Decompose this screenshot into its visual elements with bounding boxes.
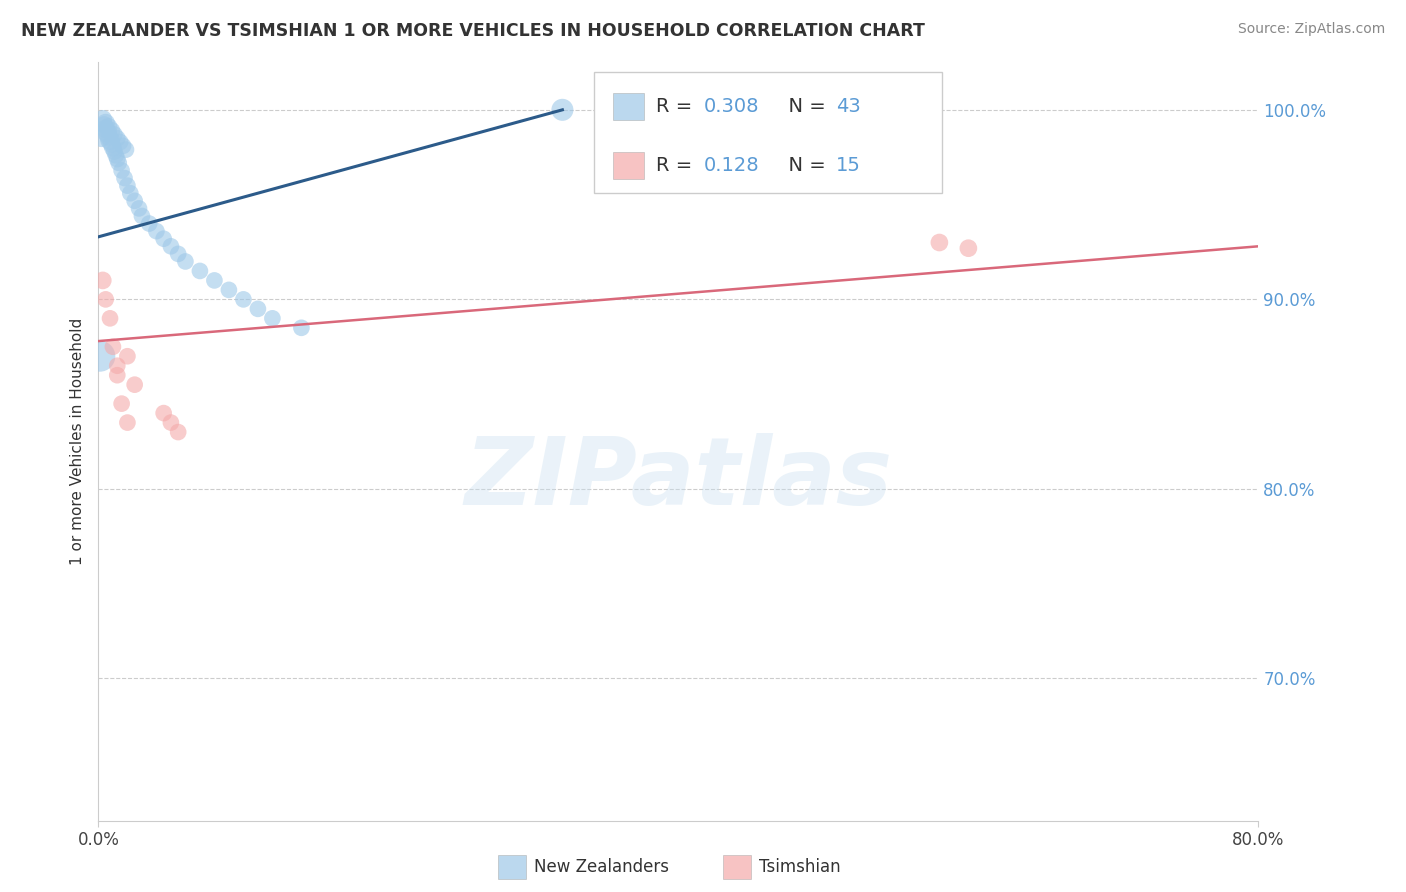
Point	[145, 224, 167, 238]
Point	[138, 217, 160, 231]
Y-axis label: 1 or more Vehicles in Household: 1 or more Vehicles in Household	[69, 318, 84, 566]
Point	[167, 425, 190, 439]
Point	[94, 293, 117, 307]
Text: N =: N =	[776, 97, 832, 116]
Point	[124, 194, 146, 208]
Text: Tsimshian: Tsimshian	[759, 858, 841, 876]
Point	[111, 163, 132, 178]
Point	[103, 145, 125, 159]
Point	[105, 359, 128, 373]
Point	[160, 416, 183, 430]
Point	[94, 116, 117, 130]
Point	[91, 112, 114, 127]
Point	[105, 131, 128, 145]
Point	[89, 349, 111, 363]
Point	[103, 128, 125, 142]
Point	[131, 209, 153, 223]
Text: 0.128: 0.128	[704, 156, 759, 175]
Point	[928, 235, 950, 250]
Point	[97, 120, 120, 134]
Point	[124, 377, 146, 392]
Point	[97, 129, 120, 144]
Text: 15: 15	[837, 156, 860, 175]
Point	[957, 241, 980, 255]
Point	[120, 186, 142, 201]
Point	[246, 301, 269, 316]
Point	[290, 320, 312, 334]
Point	[117, 416, 139, 430]
Text: R =: R =	[657, 97, 699, 116]
Point	[105, 152, 128, 166]
Point	[152, 232, 174, 246]
Text: Source: ZipAtlas.com: Source: ZipAtlas.com	[1237, 22, 1385, 37]
Point	[188, 264, 211, 278]
Point	[117, 349, 139, 363]
Point	[114, 171, 136, 186]
Point	[91, 273, 114, 287]
Point	[112, 138, 135, 153]
Point	[98, 311, 121, 326]
Point	[117, 178, 139, 193]
Point	[107, 156, 129, 170]
Point	[108, 135, 131, 149]
Point	[262, 311, 284, 326]
Point	[104, 148, 127, 162]
Point	[551, 103, 574, 117]
Point	[101, 141, 124, 155]
Point	[152, 406, 174, 420]
Text: R =: R =	[657, 156, 699, 175]
Text: 43: 43	[837, 97, 860, 116]
Text: ZIPatlas: ZIPatlas	[464, 434, 893, 525]
Point	[105, 368, 128, 383]
Point	[111, 396, 132, 410]
Text: 0.308: 0.308	[704, 97, 759, 116]
Point	[128, 202, 150, 216]
Point	[167, 247, 190, 261]
Point	[115, 143, 138, 157]
Point	[218, 283, 240, 297]
Point	[100, 123, 122, 137]
Point	[94, 121, 117, 136]
Point	[101, 340, 124, 354]
Point	[96, 126, 118, 140]
Point	[174, 254, 197, 268]
Text: New Zealanders: New Zealanders	[534, 858, 669, 876]
Text: N =: N =	[776, 156, 832, 175]
Point	[100, 136, 122, 151]
Point	[232, 293, 254, 307]
Point	[98, 133, 121, 147]
Point	[93, 118, 115, 132]
Point	[160, 239, 183, 253]
Point	[90, 131, 112, 145]
Text: NEW ZEALANDER VS TSIMSHIAN 1 OR MORE VEHICLES IN HOUSEHOLD CORRELATION CHART: NEW ZEALANDER VS TSIMSHIAN 1 OR MORE VEH…	[21, 22, 925, 40]
Point	[204, 273, 226, 287]
